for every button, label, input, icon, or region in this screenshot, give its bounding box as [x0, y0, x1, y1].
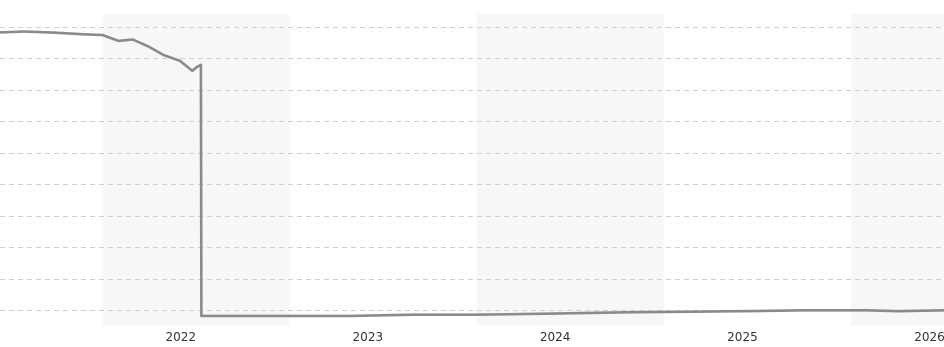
year-band-2026 [851, 14, 944, 326]
x-axis: 2022 2023 2024 2025 2026 [165, 330, 944, 344]
gridlines [0, 27, 944, 311]
x-tick-label-2022: 2022 [165, 330, 196, 344]
series-line-0 [0, 30, 944, 318]
x-tick-label-2026: 2026 [914, 330, 944, 344]
year-band-2024 [476, 14, 665, 326]
x-tick-label-2024: 2024 [540, 330, 571, 344]
year-bands [102, 14, 944, 326]
x-tick-label-2023: 2023 [353, 330, 384, 344]
x-tick-label-2025: 2025 [727, 330, 758, 344]
year-band-2022 [102, 14, 290, 326]
series-layer [0, 30, 944, 318]
